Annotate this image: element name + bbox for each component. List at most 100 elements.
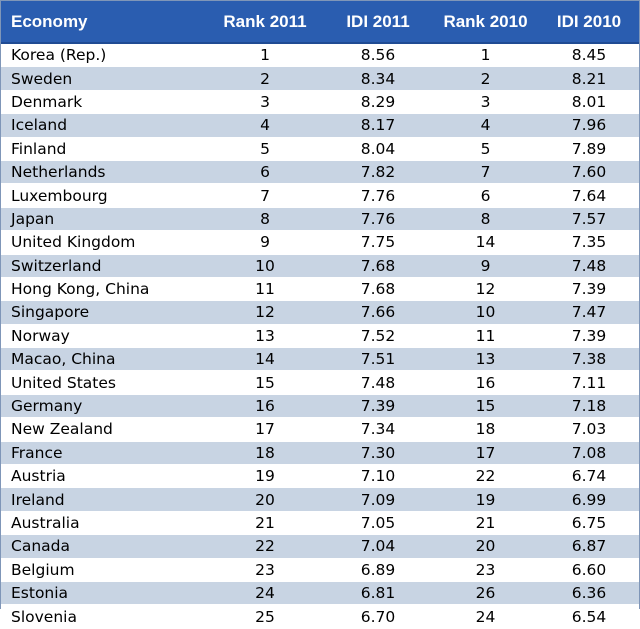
table-row: Canada 22 7.04 20 6.87 <box>1 534 639 559</box>
cell-rank-2011: 19 <box>206 464 324 489</box>
cell-idi-2011: 7.76 <box>324 206 432 232</box>
cell-idi-2011: 7.82 <box>324 159 432 185</box>
table-row: France 18 7.30 17 7.08 <box>1 440 639 466</box>
header-rank-2010: Rank 2010 <box>432 1 539 44</box>
cell-idi-2011: 8.34 <box>324 66 432 91</box>
cell-economy: Norway <box>1 323 206 349</box>
cell-economy: Denmark <box>1 89 206 115</box>
cell-idi-2011: 7.34 <box>324 417 432 442</box>
cell-rank-2011: 13 <box>206 323 324 349</box>
cell-idi-2011: 7.68 <box>324 253 432 278</box>
table-row: Austria 19 7.10 22 6.74 <box>1 464 639 489</box>
cell-rank-2010: 18 <box>432 417 539 442</box>
cell-rank-2011: 22 <box>206 534 324 559</box>
cell-rank-2010: 15 <box>432 393 539 419</box>
table-row: Belgium 23 6.89 23 6.60 <box>1 557 639 582</box>
cell-economy: Netherlands <box>1 159 206 185</box>
cell-economy: Iceland <box>1 113 206 138</box>
table-row: Finland 5 8.04 5 7.89 <box>1 136 639 161</box>
cell-economy: Macao, China <box>1 347 206 372</box>
cell-rank-2011: 23 <box>206 557 324 582</box>
cell-rank-2011: 12 <box>206 300 324 325</box>
cell-idi-2010: 7.48 <box>539 253 639 278</box>
cell-idi-2010: 7.39 <box>539 323 639 349</box>
cell-rank-2010: 6 <box>432 183 539 208</box>
cell-rank-2011: 15 <box>206 370 324 395</box>
cell-rank-2010: 13 <box>432 347 539 372</box>
table-row: Sweden 2 8.34 2 8.21 <box>1 66 639 91</box>
cell-idi-2011: 7.09 <box>324 487 432 512</box>
cell-rank-2010: 7 <box>432 159 539 185</box>
cell-economy: Belgium <box>1 557 206 582</box>
cell-economy: Canada <box>1 534 206 559</box>
cell-idi-2010: 7.08 <box>539 440 639 466</box>
cell-rank-2010: 14 <box>432 230 539 255</box>
table-body: Korea (Rep.) 1 8.56 1 8.45 Sweden 2 8.34 2 8.21 De… <box>1 42 639 629</box>
cell-economy: Germany <box>1 393 206 419</box>
cell-idi-2011: 7.39 <box>324 393 432 419</box>
cell-idi-2010: 7.38 <box>539 347 639 372</box>
table-row: Singapore 12 7.66 10 7.47 <box>1 300 639 325</box>
cell-rank-2010: 19 <box>432 487 539 512</box>
cell-rank-2011: 16 <box>206 393 324 419</box>
cell-rank-2011: 8 <box>206 206 324 232</box>
table-row: Korea (Rep.) 1 8.56 1 8.45 <box>1 42 639 68</box>
table-row: Slovenia 25 6.70 24 6.54 <box>1 604 639 629</box>
cell-rank-2011: 25 <box>206 604 324 629</box>
cell-rank-2011: 9 <box>206 230 324 255</box>
table-row: Luxembourg 7 7.76 6 7.64 <box>1 183 639 208</box>
cell-idi-2011: 7.76 <box>324 183 432 208</box>
table-row: New Zealand 17 7.34 18 7.03 <box>1 417 639 442</box>
cell-rank-2011: 18 <box>206 440 324 466</box>
cell-idi-2010: 8.21 <box>539 66 639 91</box>
table-row: Macao, China 14 7.51 13 7.38 <box>1 347 639 372</box>
cell-rank-2010: 1 <box>432 42 539 68</box>
table-row: Hong Kong, China 11 7.68 12 7.39 <box>1 276 639 302</box>
cell-rank-2011: 7 <box>206 183 324 208</box>
cell-rank-2010: 17 <box>432 440 539 466</box>
cell-rank-2010: 16 <box>432 370 539 395</box>
cell-economy: Singapore <box>1 300 206 325</box>
cell-idi-2010: 6.99 <box>539 487 639 512</box>
cell-rank-2011: 1 <box>206 42 324 68</box>
table-row: Japan 8 7.76 8 7.57 <box>1 206 639 232</box>
cell-idi-2011: 8.56 <box>324 42 432 68</box>
table-row: Norway 13 7.52 11 7.39 <box>1 323 639 349</box>
cell-idi-2011: 6.70 <box>324 604 432 629</box>
cell-rank-2010: 23 <box>432 557 539 582</box>
table-row: Switzerland 10 7.68 9 7.48 <box>1 253 639 278</box>
table-row: United States 15 7.48 16 7.11 <box>1 370 639 395</box>
cell-rank-2011: 2 <box>206 66 324 91</box>
cell-rank-2010: 11 <box>432 323 539 349</box>
table-row: Netherlands 6 7.82 7 7.60 <box>1 159 639 185</box>
cell-rank-2011: 6 <box>206 159 324 185</box>
header-idi-2010: IDI 2010 <box>539 1 639 44</box>
cell-rank-2010: 8 <box>432 206 539 232</box>
cell-economy: Korea (Rep.) <box>1 42 206 68</box>
table-row: Germany 16 7.39 15 7.18 <box>1 393 639 419</box>
cell-idi-2011: 7.52 <box>324 323 432 349</box>
cell-idi-2011: 8.29 <box>324 89 432 115</box>
cell-rank-2011: 10 <box>206 253 324 278</box>
cell-idi-2011: 7.10 <box>324 464 432 489</box>
cell-idi-2010: 7.64 <box>539 183 639 208</box>
cell-rank-2010: 10 <box>432 300 539 325</box>
cell-rank-2011: 20 <box>206 487 324 512</box>
cell-economy: Switzerland <box>1 253 206 278</box>
header-idi-2011: IDI 2011 <box>324 1 432 44</box>
cell-rank-2011: 11 <box>206 276 324 302</box>
cell-economy: Slovenia <box>1 604 206 629</box>
table-row: United Kingdom 9 7.75 14 7.35 <box>1 230 639 255</box>
cell-idi-2010: 7.96 <box>539 113 639 138</box>
table-row: Estonia 24 6.81 26 6.36 <box>1 580 639 606</box>
cell-idi-2011: 7.66 <box>324 300 432 325</box>
cell-economy: Sweden <box>1 66 206 91</box>
cell-rank-2011: 5 <box>206 136 324 161</box>
cell-rank-2010: 24 <box>432 604 539 629</box>
cell-rank-2011: 4 <box>206 113 324 138</box>
cell-economy: Japan <box>1 206 206 232</box>
cell-idi-2010: 7.39 <box>539 276 639 302</box>
cell-economy: Ireland <box>1 487 206 512</box>
cell-economy: France <box>1 440 206 466</box>
